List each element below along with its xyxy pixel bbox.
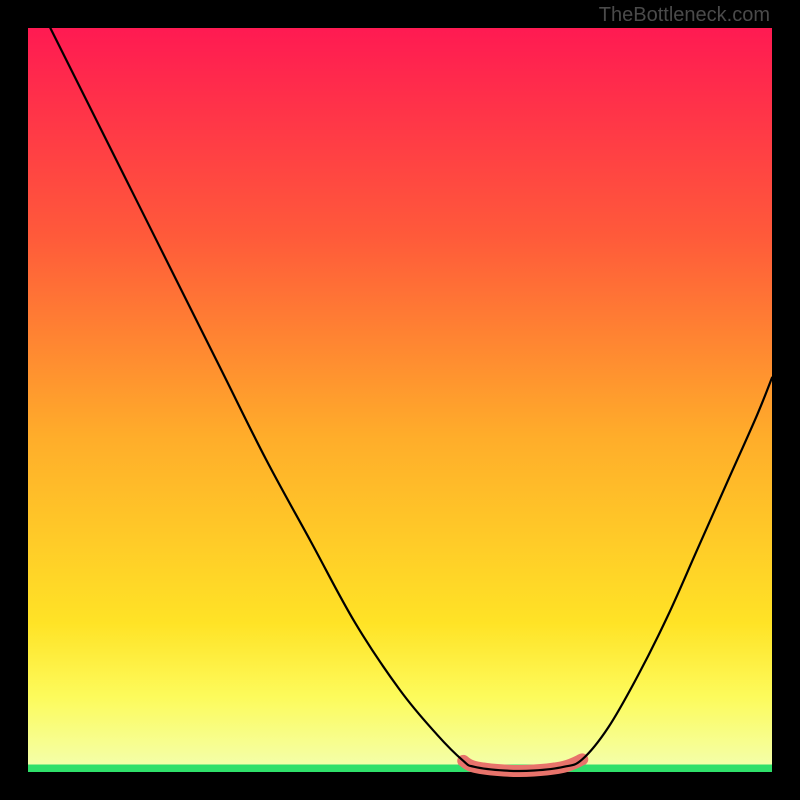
main-curve xyxy=(50,28,772,771)
highlight-segment xyxy=(463,759,582,771)
bottleneck-curve-svg xyxy=(28,28,772,772)
plot-area xyxy=(28,28,772,772)
chart-frame: TheBottleneck.com xyxy=(0,0,800,800)
watermark-text: TheBottleneck.com xyxy=(599,4,770,27)
